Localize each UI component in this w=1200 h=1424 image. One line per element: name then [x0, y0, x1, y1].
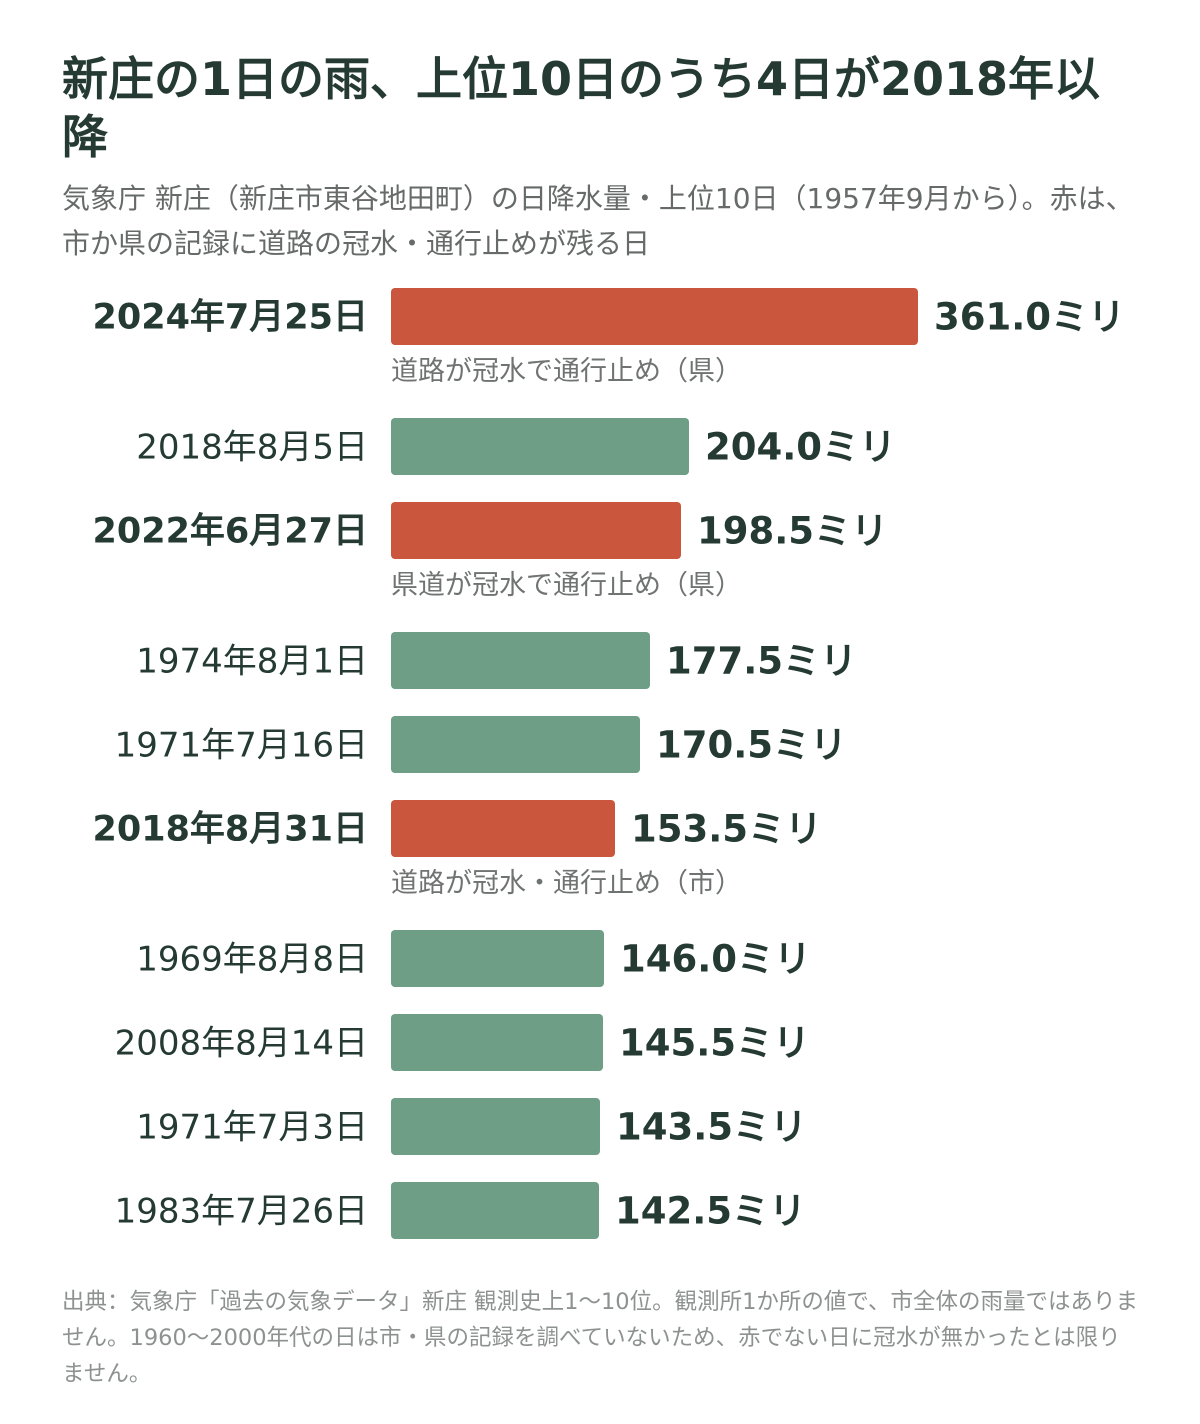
category-label: 1974年8月1日 — [136, 642, 368, 682]
category-label: 2008年8月14日 — [115, 1024, 368, 1064]
category-label: 1971年7月3日 — [136, 1108, 368, 1148]
value-label: 177.5ミリ — [666, 640, 857, 683]
bar-annotation: 県道が冠水で通行止め（県） — [391, 570, 742, 601]
category-label: 1969年8月8日 — [136, 940, 368, 980]
value-label: 204.0ミリ — [705, 426, 896, 469]
value-label: 198.5ミリ — [697, 510, 888, 553]
value-label: 146.0ミリ — [620, 938, 811, 981]
value-label: 142.5ミリ — [615, 1190, 806, 1233]
bar — [391, 1182, 599, 1239]
category-label: 2018年8月31日 — [93, 810, 368, 850]
source-note: 出典：気象庁「過去の気象データ」新庄 観測史上1〜10位。観測所1か所の値で、市… — [62, 1289, 1139, 1387]
value-label: 170.5ミリ — [656, 724, 847, 767]
chart-subtitle: 気象庁 新庄（新庄市東谷地田町）の日降水量・上位10日（1957年9月から）。赤… — [62, 182, 1134, 260]
bar — [391, 1014, 603, 1071]
bar — [391, 632, 650, 689]
category-label: 2018年8月5日 — [136, 428, 368, 468]
chart-title: 新庄の1日の雨、上位10日のうち4日が2018年以降 — [62, 52, 1101, 164]
bar — [391, 716, 640, 773]
value-label: 153.5ミリ — [631, 808, 822, 851]
value-label: 143.5ミリ — [616, 1106, 807, 1149]
bar-annotation: 道路が冠水で通行止め（県） — [391, 356, 742, 387]
category-label: 1971年7月16日 — [115, 726, 368, 766]
bar — [391, 800, 615, 857]
category-label: 1983年7月26日 — [115, 1192, 368, 1232]
category-label: 2022年6月27日 — [93, 512, 368, 552]
value-label: 145.5ミリ — [619, 1022, 810, 1065]
bar — [391, 418, 689, 475]
bar — [391, 288, 918, 345]
category-label: 2024年7月25日 — [93, 298, 368, 338]
bar-annotation: 道路が冠水・通行止め（市） — [391, 868, 742, 899]
bar — [391, 502, 681, 559]
value-label: 361.0ミリ — [934, 296, 1125, 339]
bar — [391, 930, 604, 987]
bar — [391, 1098, 600, 1155]
